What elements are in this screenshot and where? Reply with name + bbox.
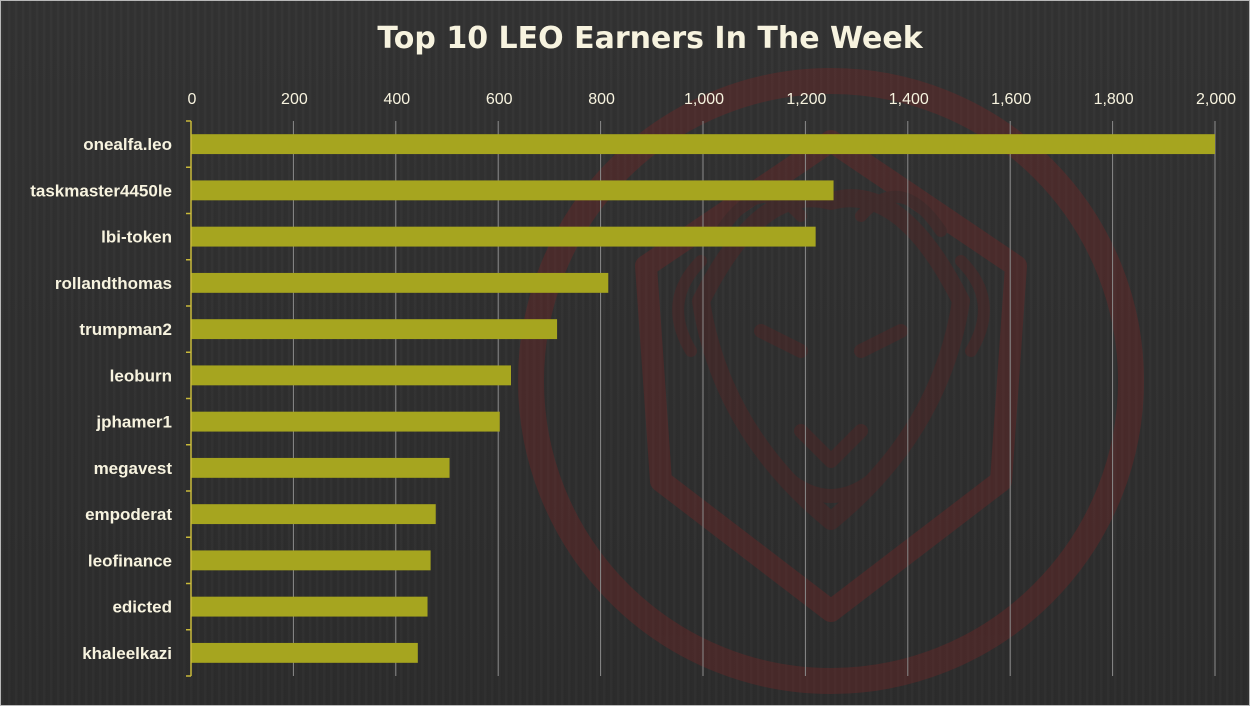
bar: [191, 226, 816, 247]
bar: [191, 642, 418, 663]
bar: [191, 411, 500, 432]
x-tick-label: 200: [281, 91, 308, 108]
category-label: lbi-token: [101, 228, 172, 247]
bar: [191, 504, 436, 525]
bar: [191, 319, 558, 340]
bar: [191, 596, 428, 617]
x-tick-label: 400: [383, 91, 410, 108]
category-label: taskmaster4450le: [30, 181, 172, 200]
bar: [191, 134, 1215, 155]
category-label: leoburn: [110, 366, 172, 385]
category-label: edicted: [112, 598, 172, 617]
category-label: leofinance: [88, 551, 172, 570]
category-label: khaleelkazi: [82, 644, 172, 663]
bar: [191, 365, 511, 386]
x-tick-label: 1,600: [991, 91, 1031, 108]
category-labels: onealfa.leo taskmaster4450le lbi-token roll…: [30, 120, 191, 677]
category-label: rollandthomas: [55, 274, 172, 293]
category-label: jphamer1: [95, 413, 172, 432]
bar: [191, 457, 450, 478]
bars: [191, 134, 1215, 663]
x-tick-label: 600: [486, 91, 513, 108]
bar: [191, 550, 431, 571]
x-tick-label: 1,400: [889, 91, 929, 108]
x-tick-label: 1,200: [786, 91, 826, 108]
x-tick-label: 1,000: [684, 91, 724, 108]
chart-title: Top 10 LEO Earners In The Week: [377, 21, 923, 56]
x-tick-label: 800: [588, 91, 615, 108]
x-tick-label: 2,000: [1196, 91, 1236, 108]
category-label: onealfa.leo: [83, 135, 172, 154]
x-axis-ticks: 0 200 400 600 800 1,000 1,200 1,400 1,600 1,800 2,…: [188, 91, 1237, 108]
lion-head-logo-icon: [518, 68, 1144, 694]
x-tick-label: 0: [188, 91, 197, 108]
bar: [191, 272, 609, 293]
category-label: empoderat: [85, 505, 172, 524]
x-tick-label: 1,800: [1094, 91, 1134, 108]
bar: [191, 180, 834, 201]
gridlines: [292, 121, 1216, 676]
category-label: trumpman2: [79, 320, 172, 339]
category-label: megavest: [94, 459, 173, 478]
